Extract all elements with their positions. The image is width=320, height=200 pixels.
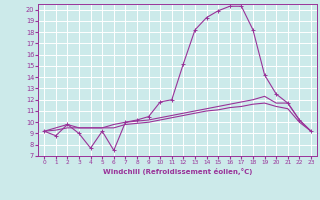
- X-axis label: Windchill (Refroidissement éolien,°C): Windchill (Refroidissement éolien,°C): [103, 168, 252, 175]
